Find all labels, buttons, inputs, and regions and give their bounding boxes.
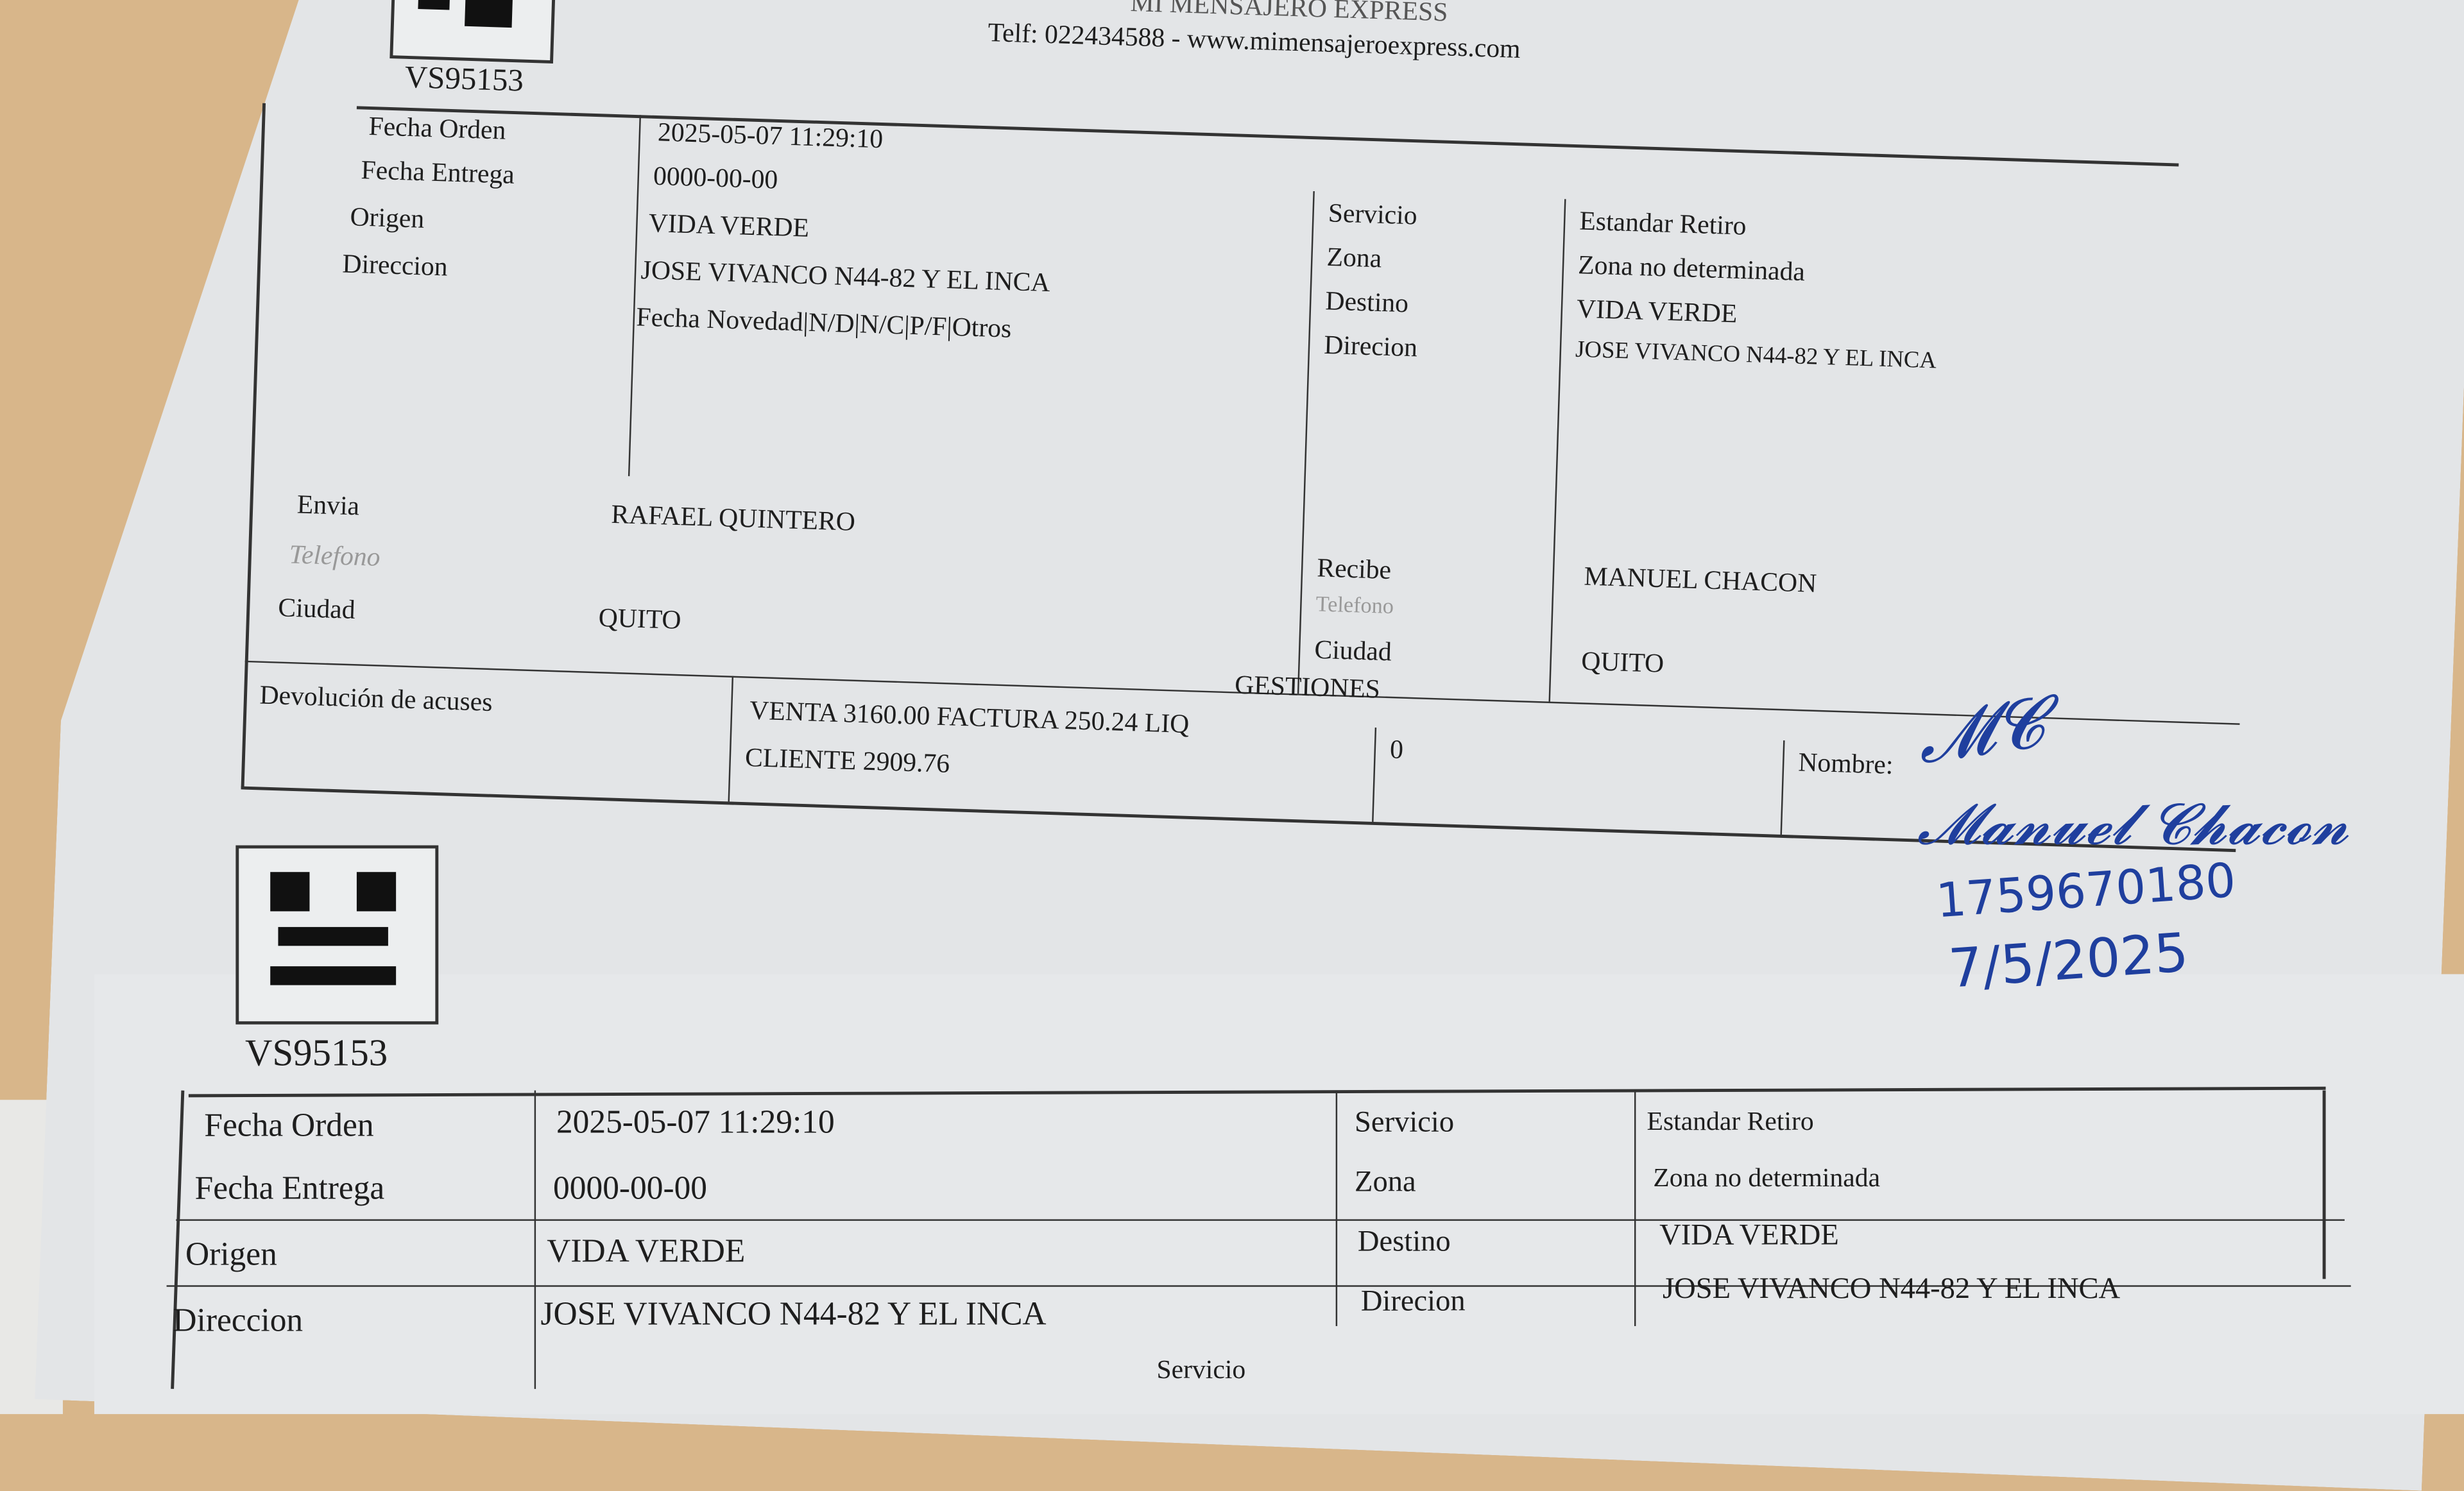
fecha-orden-value-lower: 2025-05-07 11:29:10 (556, 1103, 835, 1141)
divider (1634, 1090, 1636, 1326)
lower-form: VS95153 Fecha Orden 2025-05-07 11:29:10 … (166, 845, 2351, 1389)
origen-label-lower: Origen (185, 1234, 277, 1273)
servicio-value-lower: Estandar Retiro (1647, 1106, 1814, 1136)
divider (534, 1090, 536, 1389)
fecha-entrega-value-lower: 0000-00-00 (553, 1169, 708, 1207)
direccion-label-lower: Direccion (173, 1300, 304, 1339)
origen-value-lower: VIDA VERDE (547, 1232, 746, 1270)
servicio-label-lower: Servicio (1355, 1106, 1455, 1139)
direccion-value-lower: JOSE VIVANCO N44-82 Y EL INCA (540, 1294, 1047, 1333)
destino-value-lower: VIDA VERDE (1659, 1219, 1839, 1252)
divider (166, 1285, 2351, 1287)
zona-value-lower: Zona no determinada (1653, 1163, 1881, 1193)
servicio-partial-label: Servicio (1156, 1354, 1246, 1384)
divider (171, 1090, 185, 1389)
fecha-orden-label-lower: Fecha Orden (204, 1106, 374, 1144)
zona-label-lower: Zona (1355, 1166, 1416, 1199)
divider (176, 1219, 2345, 1221)
lower-sheet-overlay (94, 974, 2464, 1415)
divider (188, 1086, 2326, 1098)
qr-code-lower (235, 845, 439, 1025)
guide-number-lower: VS95153 (245, 1034, 388, 1075)
direcion-label-lower: Direcion (1360, 1285, 1466, 1318)
destino-label-lower: Destino (1357, 1225, 1451, 1259)
divider (2322, 1090, 2326, 1279)
direcion-value-lower: JOSE VIVANCO N44-82 Y EL INCA (1663, 1272, 2121, 1306)
signature-name: 𝓜𝓪𝓷𝓾𝓮𝓵 𝓒𝓱𝓪𝓬𝓸𝓷 (1917, 793, 2349, 858)
fecha-entrega-label-lower: Fecha Entrega (194, 1169, 385, 1207)
divider (1335, 1090, 1338, 1326)
photo-stage: VS95153 MI MENSAJERO EXPRESS Telf: 02243… (0, 0, 2464, 1386)
